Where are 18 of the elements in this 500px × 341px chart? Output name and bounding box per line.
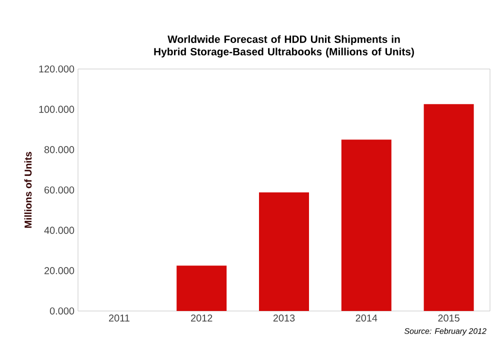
y-tick-label: 0.000 — [50, 307, 74, 315]
x-tick-label: 2015 — [438, 314, 460, 322]
x-tick-label: 2011 — [108, 314, 130, 322]
chart-title: Worldwide Forecast of HDD Unit Shipments in Hybrid Storage-Based Ultrabooks (Millions of Units) — [154, 35, 414, 58]
y-axis-title: Millions of Units — [24, 152, 32, 228]
x-tick-label: 2013 — [273, 314, 295, 322]
y-tick-label: 120.000 — [39, 65, 74, 73]
bar — [341, 140, 392, 311]
y-tick-label: 60.000 — [44, 186, 74, 194]
y-tick-label: 100.000 — [39, 106, 74, 113]
x-tick-label: 2014 — [356, 314, 378, 322]
y-tick-label: 40.000 — [44, 226, 74, 234]
bar — [176, 266, 227, 311]
bar — [259, 192, 310, 311]
x-tick-label: 2012 — [191, 314, 212, 322]
y-tick-label: 80.000 — [44, 146, 74, 154]
bar — [424, 104, 474, 311]
y-tick-label: 20.000 — [44, 267, 74, 274]
